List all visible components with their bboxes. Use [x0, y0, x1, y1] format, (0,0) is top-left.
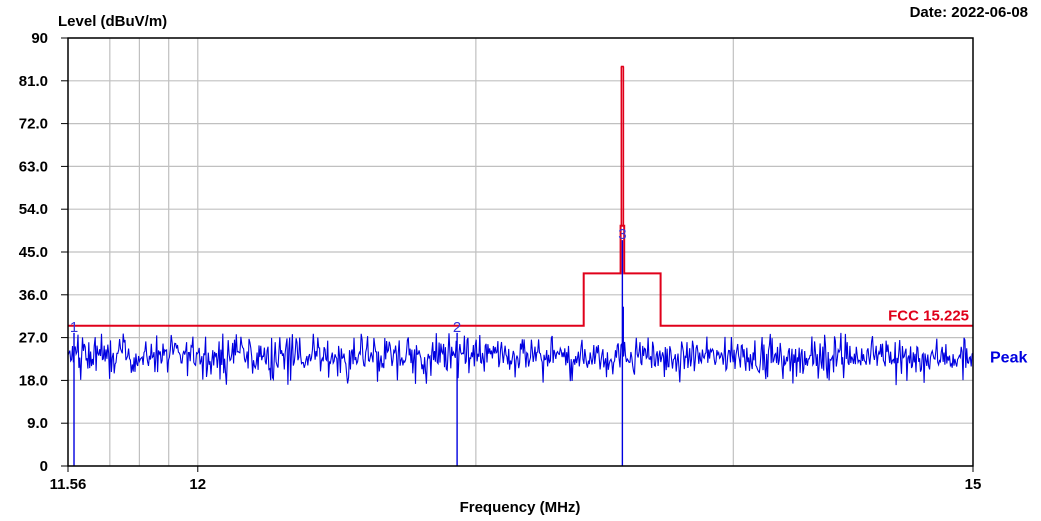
peak-series-label: Peak — [990, 350, 1027, 367]
series-labels: FCC 15.225 Peak — [888, 308, 1027, 367]
marker-label: 3 — [618, 226, 626, 243]
y-tick-label: 81.0 — [19, 73, 48, 90]
x-axis-label: Frequency (MHz) — [460, 499, 581, 516]
axis-ticks: 09.018.027.036.045.054.063.072.081.09011… — [19, 30, 982, 493]
y-tick-label: 45.0 — [19, 244, 48, 261]
y-axis-label: Level (dBuV/m) — [58, 13, 167, 30]
markers: 1 2 3 — [70, 226, 627, 466]
marker-label: 2 — [453, 319, 461, 336]
y-tick-label: 72.0 — [19, 116, 48, 133]
x-tick-label: 12 — [189, 476, 206, 493]
peak-trace-path — [67, 332, 974, 386]
limit-line-path — [68, 224, 973, 327]
y-tick-label: 0 — [40, 458, 48, 475]
y-tick-label: 18.0 — [19, 372, 48, 389]
y-tick-label: 27.0 — [19, 330, 48, 347]
y-tick-label: 63.0 — [19, 158, 48, 175]
y-tick-label: 36.0 — [19, 287, 48, 304]
date-label: Date: 2022-06-08 — [910, 4, 1028, 21]
x-tick-label: 15 — [965, 476, 982, 493]
x-tick-label: 11.56 — [50, 476, 87, 493]
grid-lines — [68, 37, 973, 467]
marker-label: 1 — [70, 319, 78, 336]
y-tick-label: 9.0 — [27, 415, 48, 432]
peak-trace — [67, 306, 974, 386]
limit-line — [68, 65, 973, 327]
y-tick-label: 54.0 — [19, 201, 48, 218]
limit-line-label: FCC 15.225 — [888, 308, 969, 325]
y-tick-label: 90 — [31, 30, 48, 47]
